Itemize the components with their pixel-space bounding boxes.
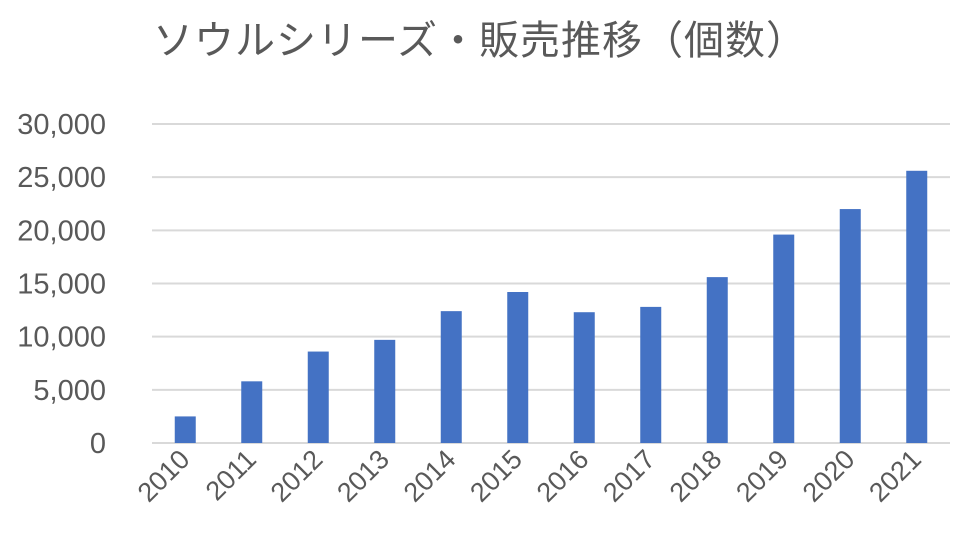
y-tick-label: 25,000: [17, 162, 106, 194]
x-tick-label: 2019: [730, 444, 794, 508]
x-tick-label: 2021: [863, 444, 927, 508]
bar-2015: [507, 292, 529, 443]
bar-2018: [706, 277, 728, 443]
y-tick-label: 5,000: [33, 375, 106, 407]
x-tick-label: 2017: [597, 444, 661, 508]
bar-2011: [241, 381, 263, 443]
y-tick-label: 20,000: [17, 215, 106, 247]
bar-2017: [640, 306, 662, 443]
x-tick-label: 2012: [265, 444, 329, 508]
bar-2014: [440, 311, 462, 443]
x-tick-label: 2018: [664, 444, 728, 508]
bar-2016: [573, 312, 595, 443]
x-tick-label: 2016: [531, 444, 595, 508]
bar-2010: [174, 416, 196, 443]
y-tick-label: 15,000: [17, 269, 106, 301]
x-tick-label: 2014: [398, 444, 462, 508]
y-tick-label: 10,000: [17, 322, 106, 354]
x-tick-label: 2010: [132, 444, 196, 508]
bar-2020: [839, 209, 861, 443]
bar-2021: [906, 170, 928, 443]
x-tick-label: 2020: [797, 444, 861, 508]
x-tick-label: 2011: [200, 444, 262, 506]
bar-2013: [374, 339, 396, 443]
x-tick-label: 2015: [464, 444, 528, 508]
bar-2019: [773, 234, 795, 443]
x-tick-label: 2013: [331, 444, 395, 508]
y-tick-label: 0: [90, 428, 106, 460]
bar-2012: [307, 351, 329, 443]
chart-title: ソウルシリーズ・販売推移（個数）: [153, 18, 807, 64]
y-tick-label: 30,000: [17, 109, 106, 141]
